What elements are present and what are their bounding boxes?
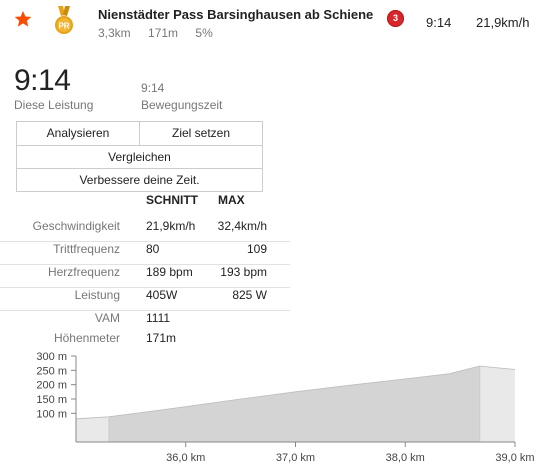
stats-row-vam: VAM 1111 [0,311,290,334]
elapsed-time-label: Diese Leistung [14,98,94,112]
action-row: Analysieren Ziel setzen [17,122,262,145]
stat-max: 193 bpm [220,265,267,279]
stat-label: Trittfrequenz [53,242,120,256]
x-tick-label: 38,0 km [386,452,425,464]
segment-time: 9:14 [426,15,452,30]
segment-distance: 3,3km [98,26,131,40]
elevation-chart[interactable]: 100 m 150 m 200 m 250 m 300 m 36,0 km 37,0 km 3… [0,346,542,468]
y-tick-label: 100 m [36,408,67,420]
stats-row-elevation: Höhenmeter 171m [0,331,290,354]
segment-stats: 3,3km 171m 5% [98,26,227,40]
y-tick-label: 300 m [36,351,67,363]
star-icon[interactable] [14,10,32,28]
stat-label: Leistung [74,288,120,302]
pr-medal-icon: PR [55,6,73,34]
elapsed-time: 9:14 [14,64,71,97]
x-tick-label: 37,0 km [276,452,315,464]
stat-max: 825 W [232,288,267,302]
pr-label: PR [58,22,69,31]
stat-avg: 189 bpm [146,265,193,279]
moving-time: 9:14 [141,81,165,95]
elevation-area-after [479,366,515,442]
moving-time-label: Bewegungszeit [141,98,223,112]
stat-avg: 1111 [146,311,171,325]
stat-label: VAM [94,311,120,325]
y-tick-label: 200 m [36,380,67,392]
action-buttons: Analysieren Ziel setzen Vergleichen Verb… [16,121,263,192]
x-tick-label: 36,0 km [166,452,205,464]
stats-col-max: MAX [218,193,245,207]
segment-header: PR Nienstädter Pass Barsinghausen ab Sch… [0,0,542,48]
stat-avg: 80 [146,242,160,256]
action-row: Verbessere deine Zeit. [17,168,262,191]
stat-avg: 171m [146,331,177,345]
y-tick-label: 150 m [36,394,67,406]
stat-max: 32,4km/h [217,219,267,233]
rank-badge-icon: 3 [387,10,404,27]
set-goal-button[interactable]: Ziel setzen [139,122,262,145]
segment-name[interactable]: Nienstädter Pass Barsinghausen ab Schien… [98,7,374,22]
elevation-area-segment [108,366,480,442]
stat-avg: 405W [146,288,178,302]
stats-row-power: Leistung 405W 825 W [0,288,290,311]
improve-time-button[interactable]: Verbessere deine Zeit. [17,169,262,191]
compare-button[interactable]: Vergleichen [17,146,262,168]
segment-elevation-gain: 171m [148,26,179,40]
y-tick-label: 250 m [36,365,67,377]
stats-row-heart-rate: Herzfrequenz 189 bpm 193 bpm [0,265,290,288]
analyze-button[interactable]: Analysieren [17,122,139,145]
stat-label: Höhenmeter [53,331,120,345]
stat-max: 109 [246,242,267,256]
stats-row-speed: Geschwindigkeit 21,9km/h 32,4km/h [0,219,290,242]
segment-speed: 21,9km/h [476,15,530,30]
stat-avg: 21,9km/h [146,219,196,233]
x-tick-label: 39,0 km [495,452,534,464]
action-row: Vergleichen [17,145,262,168]
elevation-line [75,365,516,420]
stat-label: Herzfrequenz [47,265,120,279]
stat-label: Geschwindigkeit [32,219,120,233]
stats-row-cadence: Trittfrequenz 80 109 [0,242,290,265]
stats-col-avg: SCHNITT [146,193,198,207]
elevation-area-before [76,416,109,442]
segment-grade: 5% [195,26,213,40]
